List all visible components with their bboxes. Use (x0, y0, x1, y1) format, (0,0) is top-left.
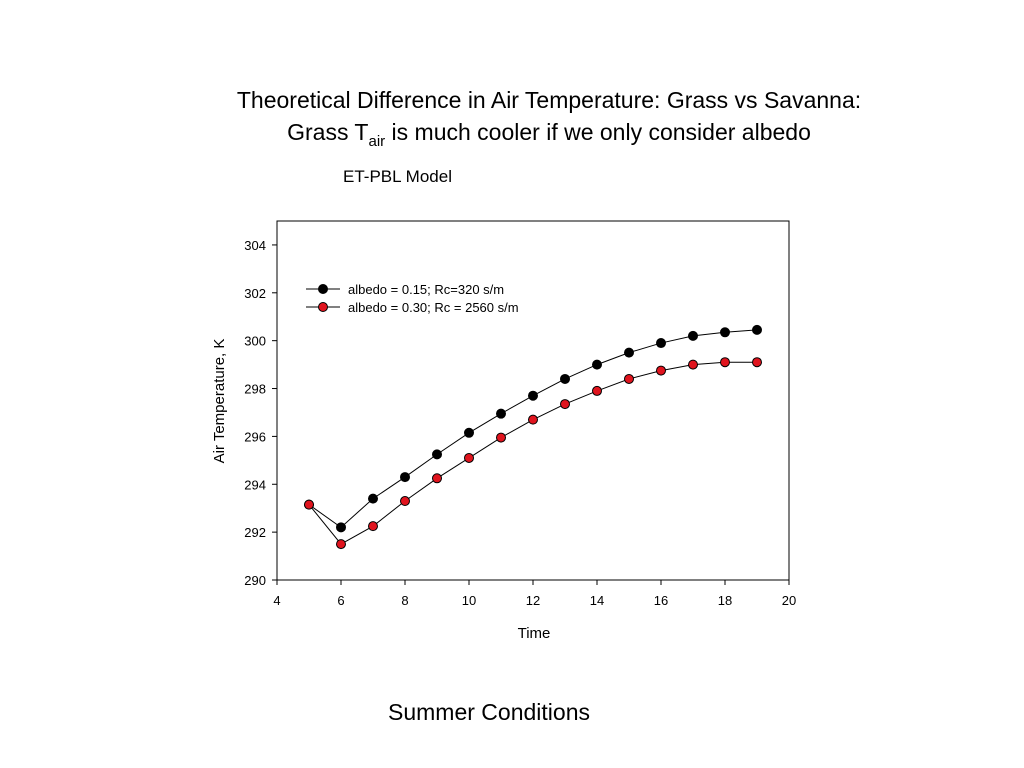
series-2-point (592, 385, 602, 396)
title-line-1: Theoretical Difference in Air Temperatur… (236, 87, 862, 113)
title-line-2-pre: Grass T (287, 119, 369, 145)
x-tick-label: 14 (590, 593, 604, 608)
series-2-point (528, 414, 538, 425)
series-2-point (368, 521, 378, 532)
axes-group: 4 6 8 10 12 14 16 18 20 290 292 294 296 298 300 302 304 (244, 220, 796, 608)
series-1-point (528, 390, 538, 401)
y-tick-label: 302 (244, 286, 266, 301)
x-tick-label: 12 (526, 593, 540, 608)
y-tick-label: 296 (244, 429, 266, 444)
series-2-point (720, 357, 730, 368)
series-2-point (432, 473, 442, 484)
series-2-point (752, 357, 762, 368)
legend-marker (318, 284, 328, 294)
series-1-point (400, 472, 410, 483)
series-1-point (688, 330, 698, 341)
chart-title: Theoretical Difference in Air Temperatur… (0, 84, 1024, 150)
legend-label: albedo = 0.30; Rc = 2560 s/m (348, 300, 519, 315)
series-group (304, 324, 762, 550)
series-2-point (304, 499, 314, 510)
x-tick-label: 8 (401, 593, 408, 608)
series-2-point (624, 373, 634, 384)
legend-marker (318, 302, 328, 312)
y-tick-label: 294 (244, 477, 266, 492)
x-tick-label: 6 (337, 593, 344, 608)
series-1-point (592, 359, 602, 370)
series-2-point (400, 496, 410, 507)
series-1-point (560, 373, 570, 384)
series-1-point (336, 522, 346, 533)
y-tick-label: 300 (244, 334, 266, 349)
series-2-point (336, 539, 346, 550)
footer-caption: Summer Conditions (388, 699, 590, 725)
chart-subtitle: ET-PBL Model (343, 167, 452, 186)
series-2-point (656, 365, 666, 376)
title-line-2-subscript: air (368, 133, 386, 150)
y-tick-label: 292 (244, 525, 266, 540)
series-2-point (688, 359, 698, 370)
x-tick-label: 4 (273, 593, 280, 608)
x-tick-label: 10 (462, 593, 476, 608)
y-tick-label: 290 (244, 573, 266, 588)
series-1-point (496, 408, 506, 419)
series-1-point (464, 427, 474, 438)
legend: albedo = 0.15; Rc=320 s/m albedo = 0.30; … (306, 282, 519, 315)
title-line-2: Grass Tair is much cooler if we only con… (0, 116, 1024, 150)
series-1-point (752, 324, 762, 335)
title-line-2-post: is much cooler if we only consider albed… (385, 119, 811, 145)
x-axis-label: Time (518, 625, 551, 642)
series-1-point (368, 493, 378, 504)
series-1-point (720, 327, 730, 338)
series-1-point (624, 347, 634, 358)
series-1-point (432, 449, 442, 460)
series-2-point (464, 452, 474, 463)
x-tick-label: 16 (654, 593, 668, 608)
series-1-point (656, 338, 666, 349)
series-2-point (560, 399, 570, 410)
series-line-2 (308, 361, 757, 545)
x-tick-label: 20 (782, 593, 796, 608)
legend-label: albedo = 0.15; Rc=320 s/m (348, 282, 504, 297)
y-tick-label: 298 (244, 382, 266, 397)
x-tick-label: 18 (718, 593, 732, 608)
y-tick-label: 304 (244, 238, 266, 253)
y-axis-label: Air Temperature, K (211, 339, 228, 464)
series-2-point (496, 432, 506, 443)
